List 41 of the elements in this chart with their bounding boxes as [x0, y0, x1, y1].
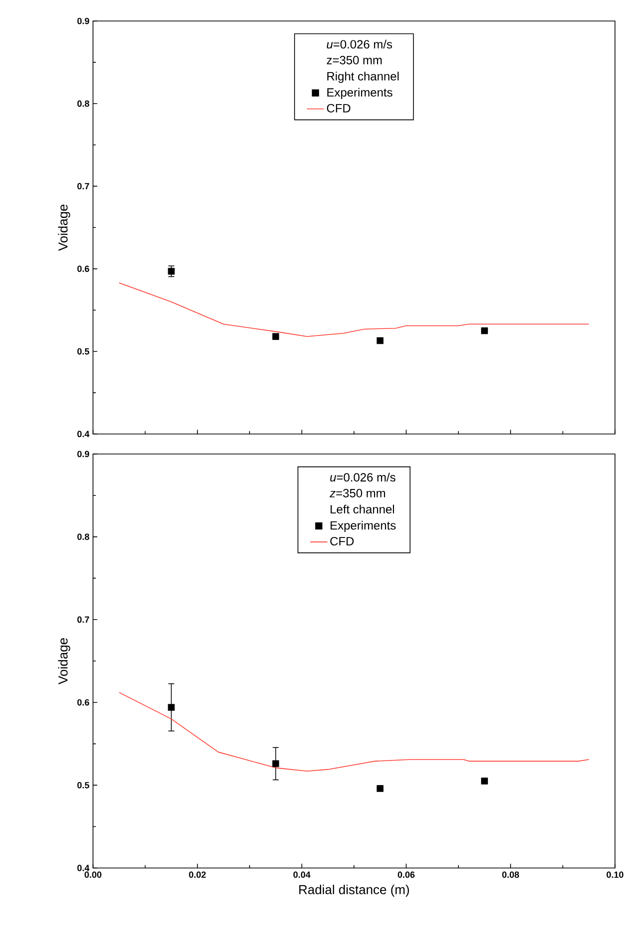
y-axis-title: Voidage: [58, 638, 70, 684]
y-tick-label: 0.9: [77, 18, 90, 24]
x-tick-label: 0.00: [84, 872, 102, 878]
y-tick-label: 0.8: [77, 534, 90, 540]
x-tick-label: 0.06: [398, 872, 415, 878]
y-tick-label: 0.9: [77, 450, 90, 458]
line-series: [118, 282, 590, 337]
point: [168, 268, 175, 275]
annotation: z=350 mm: [330, 488, 386, 498]
x-axis-title: Radial distance (m): [299, 884, 409, 897]
y-tick-label: 0.6: [77, 266, 90, 272]
legend-label: Experiments: [330, 520, 396, 532]
point: [272, 333, 280, 340]
y-tick-label: 0.4: [77, 430, 90, 438]
y-axis-title: Voidage: [58, 204, 70, 251]
point: [376, 337, 384, 344]
y-tick-label: 0.5: [77, 782, 90, 788]
x-tick-label: 0.10: [606, 872, 624, 878]
annotation: Right channel: [327, 72, 399, 83]
y-tick-label: 0.7: [77, 183, 90, 190]
point: [481, 327, 488, 334]
annotation: z=350 mm: [326, 56, 382, 64]
legend-label: Experiments: [327, 88, 392, 99]
annotation: Left channel: [330, 504, 394, 514]
x-tick-label: 0.02: [189, 872, 206, 878]
annotation: u=0.026 m/s: [330, 472, 396, 482]
legend-label: CFD: [330, 537, 354, 546]
y-tick-label: 0.5: [77, 348, 90, 355]
line-series: [118, 692, 590, 772]
point: [168, 704, 175, 711]
point: [376, 785, 384, 792]
legend-label: CFD: [326, 104, 350, 112]
y-tick-label: 0.8: [77, 100, 90, 107]
y-tick-label: 0.4: [77, 864, 90, 872]
x-tick-label: 0.08: [502, 872, 520, 878]
y-tick-label: 0.7: [77, 616, 90, 623]
y-tick-label: 0.6: [77, 699, 90, 706]
x-tick-label: 0.04: [293, 872, 310, 878]
annotation: u=0.026 m/s: [326, 40, 392, 49]
point: [481, 778, 488, 784]
point: [272, 760, 280, 768]
